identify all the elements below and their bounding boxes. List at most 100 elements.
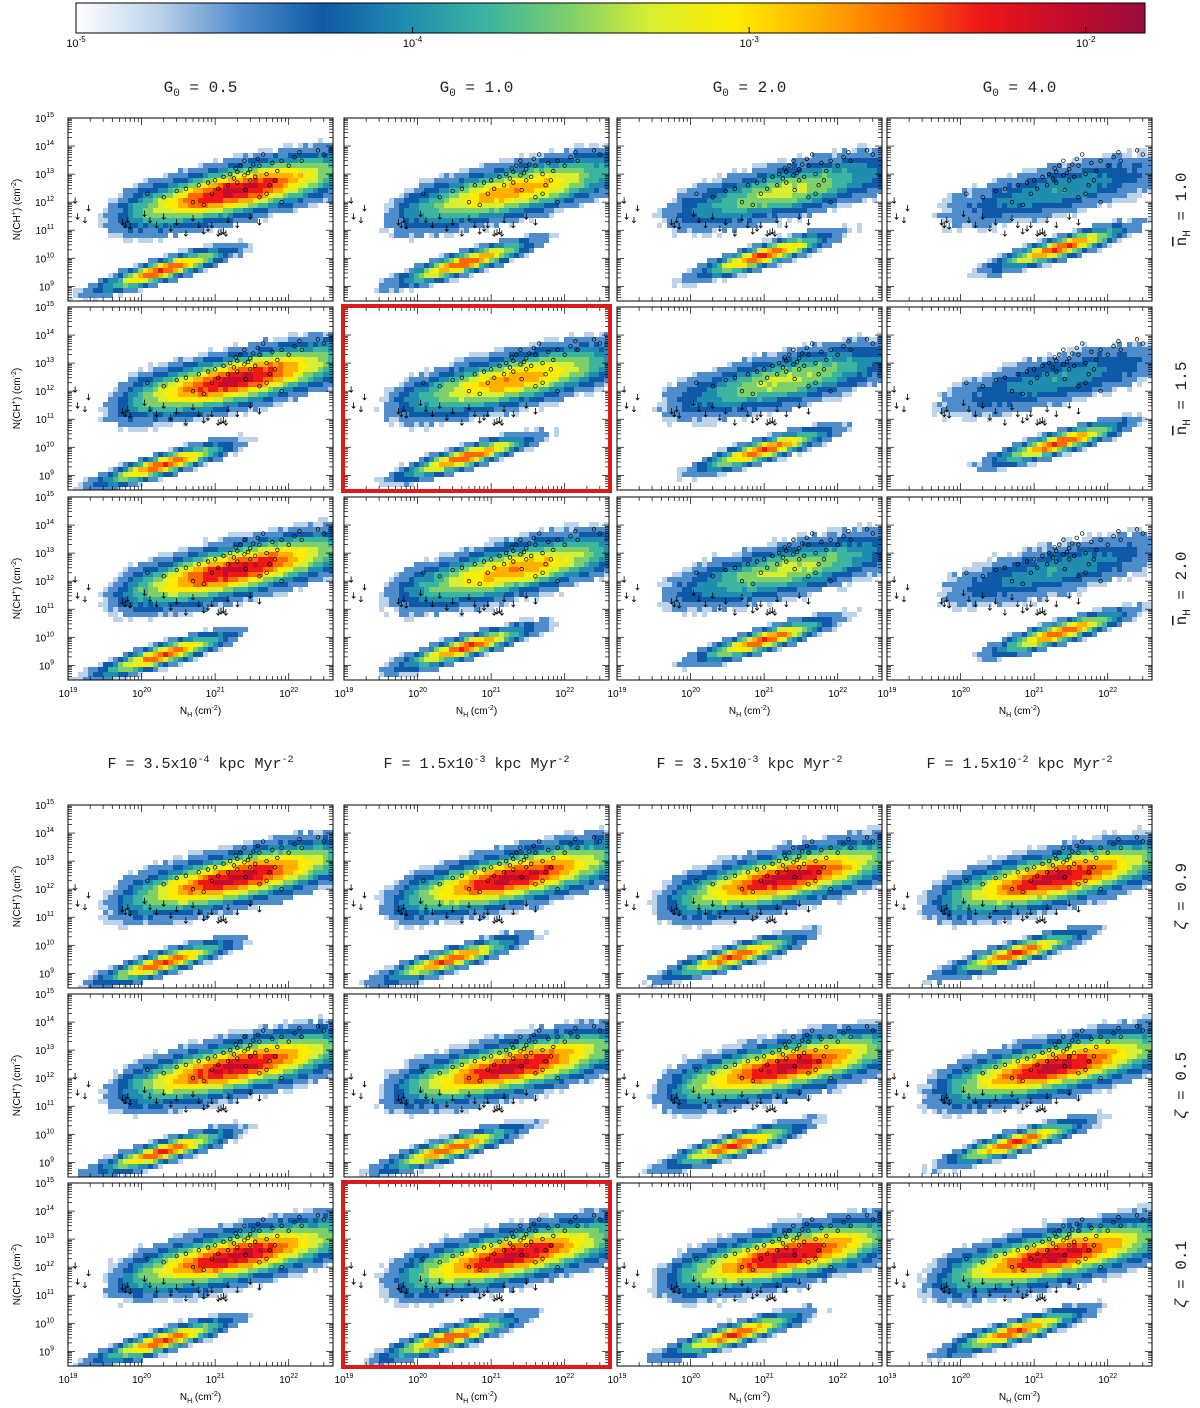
heatmap-cell — [183, 362, 188, 367]
heatmap-cell — [439, 253, 444, 258]
heatmap-cell — [203, 243, 208, 248]
heatmap-cell — [173, 208, 178, 213]
heatmap-cell — [233, 437, 238, 442]
heatmap-cell — [278, 153, 283, 158]
heatmap-cell — [1027, 263, 1032, 268]
heatmap-cell — [228, 402, 233, 407]
heatmap-cell — [509, 198, 514, 203]
heatmap-cell — [419, 407, 424, 412]
heatmap-cell — [802, 253, 807, 258]
heatmap-cell — [313, 193, 318, 198]
heatmap-cell — [444, 268, 449, 273]
heatmap-cell — [449, 407, 454, 412]
heatmap-cell — [118, 412, 123, 417]
heatmap-cell — [997, 218, 1002, 223]
heatmap-cell — [469, 203, 474, 208]
heatmap-cell — [258, 153, 263, 158]
heatmap-cell — [143, 283, 148, 288]
heatmap-cell — [258, 208, 263, 213]
heatmap-cell — [434, 273, 439, 278]
heatmap-cell — [1072, 248, 1077, 253]
heatmap-cell — [103, 223, 108, 228]
heatmap-cell — [318, 362, 323, 367]
heatmap-cell — [118, 268, 123, 273]
heatmap-cell — [419, 268, 424, 273]
heatmap-cell — [762, 198, 767, 203]
heatmap-cell — [193, 168, 198, 173]
heatmap-cell — [579, 168, 584, 173]
heatmap-cell — [288, 183, 293, 188]
heatmap-cell — [138, 482, 143, 487]
heatmap-cell — [308, 372, 313, 377]
heatmap-cell — [727, 253, 732, 258]
heatmap-cell — [514, 238, 519, 243]
y-tick-label: 1014 — [35, 329, 54, 342]
detection-point — [216, 375, 221, 380]
heatmap-cell — [298, 168, 303, 173]
heatmap-cell — [298, 163, 303, 168]
heatmap-cell — [429, 273, 434, 278]
heatmap-cell — [1102, 183, 1107, 188]
heatmap-cell — [519, 188, 524, 193]
detection-point — [813, 171, 818, 177]
heatmap-cell — [757, 248, 762, 253]
heatmap-cell — [479, 243, 484, 248]
heatmap-cell — [143, 477, 148, 482]
heatmap-cell — [113, 467, 118, 472]
heatmap-cell — [128, 218, 133, 223]
heatmap-cell — [554, 153, 559, 158]
heatmap-cell — [273, 203, 278, 208]
detection-point — [264, 360, 269, 366]
heatmap-cell — [123, 278, 128, 283]
heatmap-cell — [707, 263, 712, 268]
heatmap-cell — [153, 208, 158, 213]
heatmap-cell — [867, 153, 872, 158]
heatmap-cell — [802, 208, 807, 213]
heatmap-cell — [424, 198, 429, 203]
heatmap-cell — [1062, 168, 1067, 173]
heatmap-cell — [103, 407, 108, 412]
heatmap-cell — [118, 472, 123, 477]
heatmap-cell — [657, 223, 662, 228]
observations — [73, 148, 326, 237]
heatmap-cell — [727, 273, 732, 278]
heatmap-cell — [128, 288, 133, 293]
detection-point — [791, 158, 796, 163]
heatmap-cell — [702, 268, 707, 273]
heatmap-cell — [1117, 223, 1122, 228]
heatmap-cell — [283, 183, 288, 188]
upper-limit-marker — [120, 219, 125, 226]
heatmap-cell — [687, 273, 692, 278]
heatmap-cell — [514, 208, 519, 213]
heatmap-cell — [409, 462, 414, 467]
heatmap-cell — [767, 243, 772, 248]
heatmap-cell — [947, 193, 952, 198]
heatmap-cell — [837, 228, 842, 233]
heatmap-cell — [947, 218, 952, 223]
heatmap-cell — [318, 193, 323, 198]
heatmap-cell — [404, 422, 409, 427]
heatmap-cell — [822, 203, 827, 208]
heatmap-cell — [1042, 238, 1047, 243]
heatmap-cell — [1057, 208, 1062, 213]
heatmap-cell — [992, 178, 997, 183]
heatmap-cell — [318, 372, 323, 377]
heatmap-cell — [158, 407, 163, 412]
heatmap-cell — [218, 407, 223, 412]
upper-limit-marker — [691, 210, 696, 218]
heatmap-cell — [1077, 198, 1082, 203]
heatmap-cell — [594, 168, 599, 173]
heatmap-cell — [103, 293, 108, 298]
heatmap-cell — [1102, 198, 1107, 203]
heatmap-cell — [594, 193, 599, 198]
heatmap-cell — [1032, 248, 1037, 253]
heatmap-cell — [787, 173, 792, 178]
upper-limit-marker — [209, 410, 214, 418]
heatmap-cell — [148, 283, 153, 288]
heatmap-cell — [519, 153, 524, 158]
heatmap-cell — [742, 218, 747, 223]
heatmap-cell — [394, 397, 399, 402]
heatmap-cell — [173, 233, 178, 238]
heatmap-cell — [862, 153, 867, 158]
heatmap-cell — [308, 332, 313, 337]
